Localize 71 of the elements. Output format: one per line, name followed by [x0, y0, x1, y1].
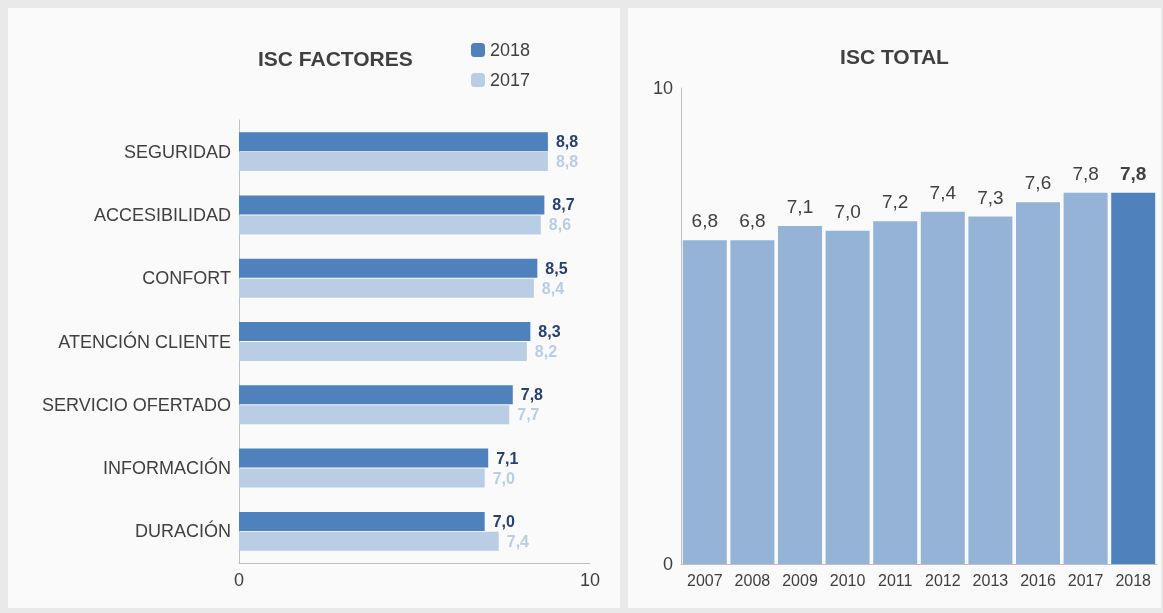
x-tick-label: 2007: [687, 571, 723, 589]
x-tick-label: 0: [233, 570, 245, 590]
chart-title: ISC FACTORES: [258, 47, 413, 70]
y-tick-label: DURACIÓN: [134, 520, 231, 542]
data-label: 8,8: [555, 133, 579, 151]
data-label: 6,8: [739, 210, 766, 232]
bar: [239, 511, 485, 531]
bar: [239, 385, 513, 405]
data-label: 7,1: [786, 196, 814, 218]
x-tick-label: 2011: [878, 571, 913, 589]
bar: [239, 258, 538, 278]
data-label: 7,1: [496, 449, 519, 467]
bar: [239, 405, 510, 425]
bar: [1063, 192, 1108, 564]
data-label: 8,5: [545, 259, 568, 277]
bar: [682, 240, 727, 564]
y-tick-label: CONFORT: [142, 268, 231, 289]
y-tick-label: INFORMACIÓN: [103, 457, 231, 479]
y-tick-label: ATENCIÓN CLIENTE: [58, 330, 231, 352]
data-label: 7,4: [929, 181, 957, 203]
x-tick-label: 2012: [925, 571, 961, 589]
data-label: 8,2: [534, 342, 558, 360]
y-tick-label: SERVICIO OFERTADO: [41, 394, 231, 415]
data-label: 7,0: [492, 469, 516, 487]
x-tick-label: 2013: [972, 571, 1009, 589]
data-label: 7,2: [881, 191, 909, 213]
data-label: 7,0: [834, 200, 861, 222]
bar: [239, 132, 548, 152]
data-label: 8,8: [555, 153, 579, 171]
bar: [730, 240, 775, 564]
legend-label: 2017: [490, 70, 531, 90]
data-label: 7,6: [1024, 172, 1052, 194]
x-tick-label: 2008: [734, 571, 771, 589]
x-tick-label: 2017: [1067, 571, 1104, 589]
data-label: 8,6: [548, 216, 572, 234]
data-label: 7,7: [517, 406, 540, 424]
bar: [239, 195, 545, 215]
bar: [920, 211, 965, 564]
x-tick-label: 2009: [782, 571, 818, 589]
y-tick-label: ACCESIBILIDAD: [93, 204, 231, 225]
bar: [239, 448, 489, 468]
data-label: 7,8: [1119, 162, 1147, 184]
bar: [239, 215, 541, 235]
x-tick-label: 2018: [1115, 571, 1152, 589]
data-label: 7,3: [977, 186, 1004, 208]
data-label: 8,3: [538, 323, 561, 341]
x-tick-label: 10: [579, 570, 601, 590]
bar: [239, 531, 499, 551]
bar: [239, 152, 548, 172]
bar: [1016, 202, 1060, 564]
bar: [825, 230, 870, 564]
bar: [873, 221, 918, 564]
x-tick-label: 2010: [829, 571, 866, 589]
y-tick-label: SEGURIDAD: [123, 141, 231, 162]
data-label: 8,4: [541, 279, 565, 297]
data-label: 7,4: [506, 532, 530, 550]
bar: [239, 278, 534, 298]
legend-label: 2018: [490, 40, 531, 60]
data-label: 7,8: [1072, 162, 1099, 184]
chart-title: ISC TOTAL: [840, 45, 950, 68]
data-label: 7,0: [492, 512, 516, 530]
x-tick-label: 2016: [1020, 571, 1056, 589]
bar: [239, 468, 485, 488]
data-label: 6,8: [691, 210, 719, 232]
data-label: 7,8: [520, 386, 544, 404]
bar: [239, 322, 531, 342]
bar: [778, 226, 822, 564]
bar: [968, 216, 1013, 564]
data-label: 8,7: [552, 196, 575, 214]
bar: [239, 341, 527, 361]
bar: [1111, 192, 1156, 564]
